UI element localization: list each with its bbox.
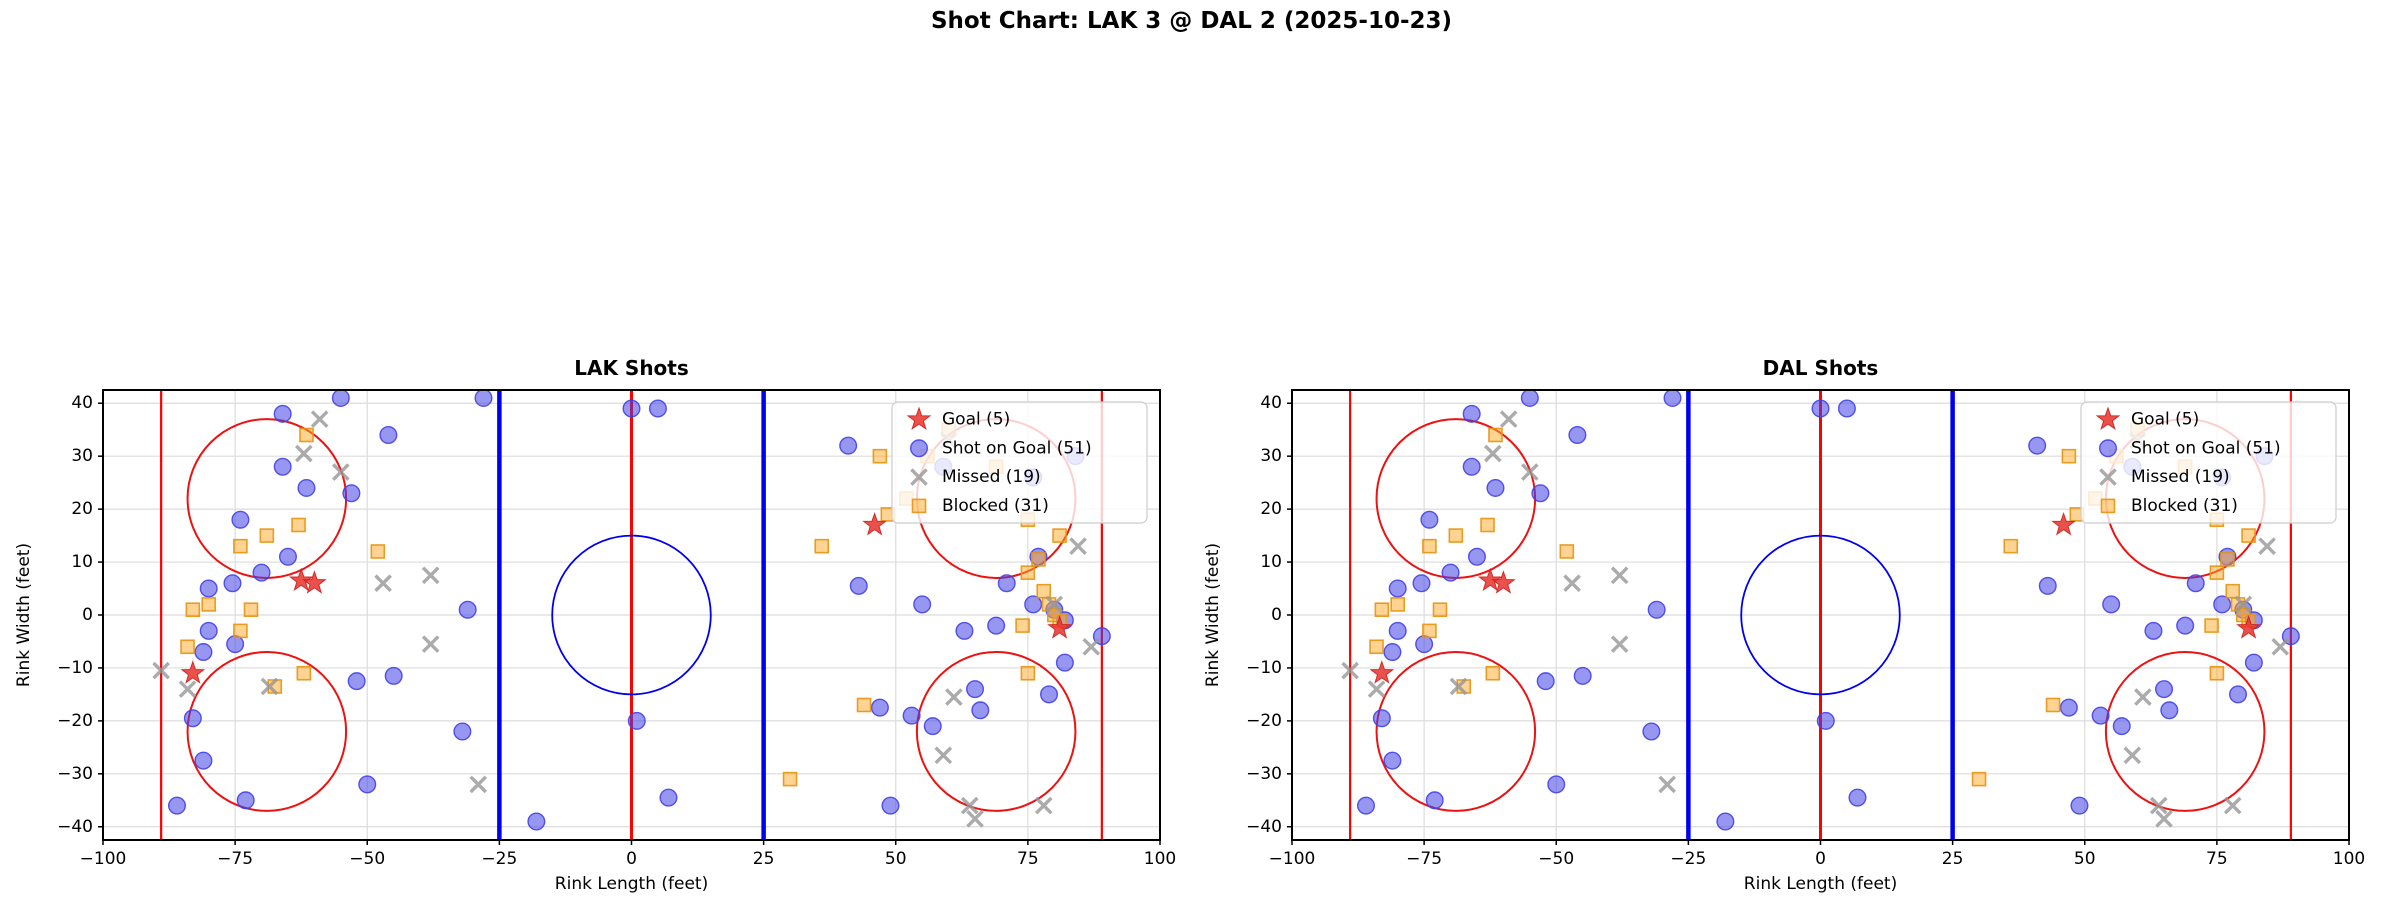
svg-text:10: 10 [71, 552, 93, 572]
svg-text:−25: −25 [1670, 849, 1706, 869]
svg-text:−10: −10 [57, 658, 93, 678]
subplot-title-dal: DAL Shots [1762, 356, 1879, 380]
svg-text:−30: −30 [57, 764, 93, 784]
faceoff-circle [2104, 651, 2266, 812]
svg-text:−75: −75 [1406, 849, 1442, 869]
y-tick-labels: −40 −30 −20 −10 0 10 20 30 40 [57, 393, 103, 837]
svg-text:−30: −30 [1246, 764, 1282, 784]
faceoff-circle [1375, 418, 1537, 579]
x-tick-labels: −100 −75 −50 −25 0 25 50 75 100 [1269, 840, 2365, 869]
x-tick-labels: −100 −75 −50 −25 0 25 50 75 100 [80, 840, 1176, 869]
y-axis-label-lak: Rink Width (feet) [14, 542, 34, 688]
svg-text:100: 100 [1144, 849, 1176, 869]
svg-text:0: 0 [626, 849, 637, 869]
x-axis-label-dal: Rink Length (feet) [1743, 874, 1898, 894]
figure-title: Shot Chart: LAK 3 @ DAL 2 (2025-10-23) [930, 8, 1453, 34]
goal-markers [180, 511, 1072, 684]
svg-text:0: 0 [1271, 605, 1282, 625]
legend-label: Goal (5) [2131, 410, 2199, 430]
legend: Goal (5) Shot on Goal (51) Missed (19) Bloc… [891, 401, 1148, 524]
legend-label: Shot on Goal (51) [942, 438, 1092, 458]
svg-text:−40: −40 [57, 817, 93, 837]
legend-label: Missed (19) [2131, 467, 2230, 487]
svg-text:−50: −50 [1538, 849, 1574, 869]
svg-text:−25: −25 [481, 849, 517, 869]
faceoff-circle [186, 418, 348, 579]
y-axis-label-dal: Rink Width (feet) [1203, 542, 1223, 688]
blocked-markers [180, 422, 1067, 787]
svg-text:75: 75 [2206, 849, 2228, 869]
svg-text:−20: −20 [1246, 711, 1282, 731]
legend: Goal (5) Shot on Goal (51) Missed (19) Bloc… [2080, 401, 2337, 524]
svg-text:−20: −20 [57, 711, 93, 731]
faceoff-circle [186, 651, 348, 812]
svg-text:10: 10 [1260, 552, 1282, 572]
legend-label: Shot on Goal (51) [2131, 438, 2281, 458]
subplot-title-lak: LAK Shots [574, 356, 689, 380]
svg-text:50: 50 [885, 849, 907, 869]
svg-text:40: 40 [1260, 393, 1282, 413]
svg-text:100: 100 [2333, 849, 2365, 869]
svg-text:20: 20 [71, 499, 93, 519]
svg-text:25: 25 [1942, 849, 1964, 869]
faceoff-circle [1375, 651, 1537, 812]
svg-text:30: 30 [71, 446, 93, 466]
center-circle [551, 534, 712, 696]
svg-text:40: 40 [71, 393, 93, 413]
svg-text:25: 25 [753, 849, 775, 869]
center-circle [1740, 534, 1901, 696]
y-tick-labels: −40 −30 −20 −10 0 10 20 30 40 [1246, 393, 1292, 837]
shot-on-goal-markers [1356, 390, 2300, 831]
svg-text:−10: −10 [1246, 658, 1282, 678]
svg-text:20: 20 [1260, 499, 1282, 519]
svg-text:75: 75 [1017, 849, 1039, 869]
legend-label: Goal (5) [942, 410, 1010, 430]
svg-text:−40: −40 [1246, 817, 1282, 837]
legend-label: Blocked (31) [2131, 496, 2238, 516]
svg-text:0: 0 [82, 605, 93, 625]
faceoff-circle [915, 651, 1077, 812]
subplot-dal-shots: −100 −75 −50 −25 0 25 50 75 100−40−30−20−1001020… [1246, 389, 2365, 869]
legend-label: Blocked (31) [942, 496, 1049, 516]
svg-text:−100: −100 [1269, 849, 1316, 869]
subplot-lak-shots: −100 −75 −50 −25 0 25 50 75 100−40−30−20−1001020… [57, 389, 1176, 869]
legend-label: Missed (19) [942, 467, 1041, 487]
svg-text:−75: −75 [217, 849, 253, 869]
svg-text:30: 30 [1260, 446, 1282, 466]
goal-markers [1369, 511, 2261, 684]
svg-text:−100: −100 [80, 849, 127, 869]
svg-text:50: 50 [2074, 849, 2096, 869]
x-axis-label-lak: Rink Length (feet) [554, 874, 709, 894]
svg-text:0: 0 [1815, 849, 1826, 869]
svg-text:−50: −50 [349, 849, 385, 869]
